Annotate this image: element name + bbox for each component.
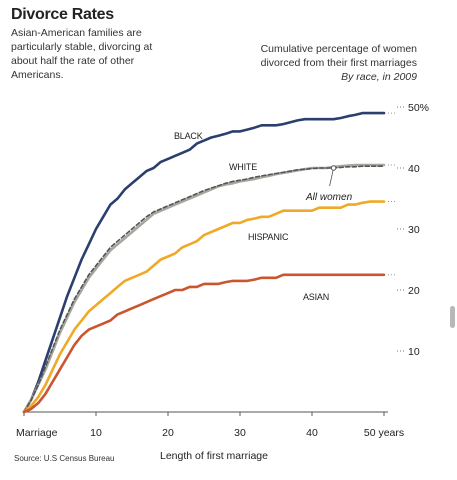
series-label-black: BLACK — [174, 131, 203, 141]
chart-subtitle: Asian-American families are particularly… — [11, 27, 153, 81]
description-line-3: By race, in 2009 — [341, 71, 417, 83]
chart-marks: Marriage 10 20 30 40 50 years 10 20 30 40 50% BLACK… — [16, 102, 429, 439]
x-tick-label: Marriage — [16, 427, 58, 439]
all-women-callout-line — [329, 167, 334, 187]
source-note: Source: U.S Census Bureau — [14, 454, 115, 463]
y-tick-label: 20 — [408, 285, 420, 297]
description-line-1: Cumulative percentage of women — [260, 43, 417, 55]
series-label-asian: ASIAN — [303, 292, 329, 302]
y-tick-label: 30 — [408, 224, 420, 236]
y-tick-label: 50% — [408, 102, 429, 114]
x-tick-label: 50 years — [364, 427, 404, 439]
series-label-all-women: All women — [305, 192, 353, 203]
x-tick-label: 40 — [306, 427, 318, 439]
y-tick-label: 10 — [408, 346, 420, 358]
series-line-hispanic — [22, 200, 386, 414]
description-line-2: divorced from their first marriages — [260, 57, 417, 69]
all-women-callout-dot — [330, 165, 337, 171]
y-tick-label: 40 — [408, 163, 420, 175]
series-label-white: WHITE — [229, 162, 257, 172]
chart-description: Cumulative percentage of women divorced … — [197, 42, 417, 84]
series-label-hispanic: HISPANIC — [248, 232, 289, 242]
series-line-asian — [22, 273, 386, 414]
series-line-all-women — [23, 165, 385, 413]
x-tick-label: 20 — [162, 427, 174, 439]
x-tick-label: 10 — [90, 427, 102, 439]
scrollbar-thumb[interactable] — [450, 306, 455, 328]
series-line-black — [22, 111, 386, 414]
x-axis-label: Length of first marriage — [160, 450, 268, 462]
x-tick-label: 30 — [234, 427, 246, 439]
chart-title: Divorce Rates — [11, 6, 114, 23]
